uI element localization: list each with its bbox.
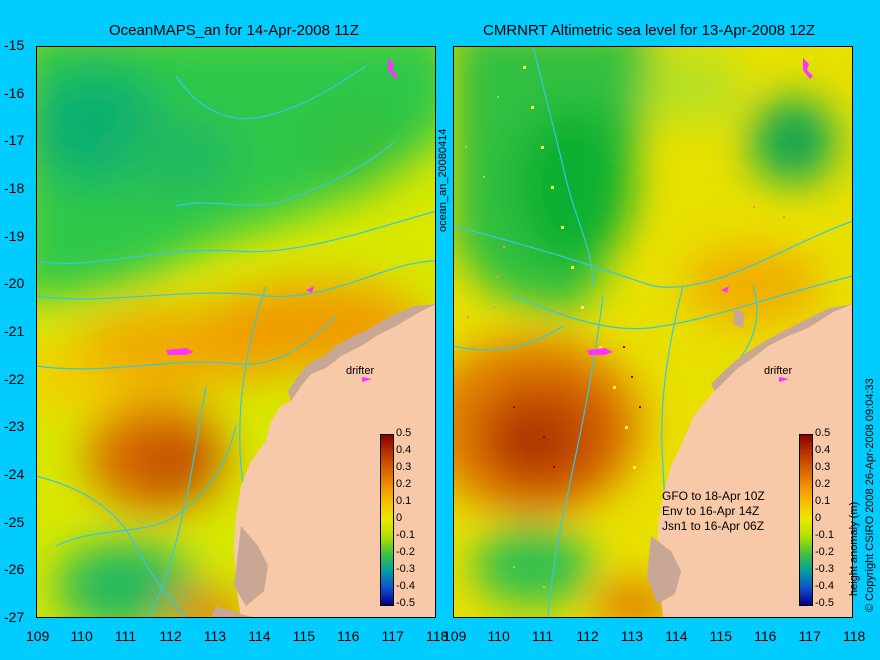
y-tick-label: -27 <box>4 609 25 625</box>
right-eddy-core <box>771 119 815 163</box>
left-panel-title: OceanMAPS_an for 14-Apr-2008 11Z <box>109 22 359 39</box>
altimeter-note: Env to 16-Apr 14Z <box>662 504 760 518</box>
altimeter-note: GFO to 18-Apr 10Z <box>662 489 765 503</box>
colorbar-tick-label: -0.4 <box>815 580 834 592</box>
left-green-c <box>306 106 406 186</box>
colorbar-tick-label: 0.1 <box>815 495 831 507</box>
x-tick-label: 112 <box>159 628 182 644</box>
colorbar-tick-label: -0.2 <box>815 546 834 558</box>
x-tick-label: 113 <box>203 628 227 644</box>
x-tick-label: 115 <box>709 628 732 644</box>
colorbar-tick-label: 0.2 <box>396 478 412 490</box>
y-tick-label: -26 <box>4 561 25 578</box>
run-id-label: ocean_an_20080414 <box>437 128 449 232</box>
left-south-shore <box>211 606 256 618</box>
colorbar-gradient <box>799 434 813 606</box>
y-tick-label: -20 <box>4 275 25 292</box>
colorbar-tick-label: -0.3 <box>815 563 834 575</box>
colorbar-tick-label: 0 <box>396 512 403 524</box>
x-tick-label: 118 <box>426 628 449 644</box>
right-red-core <box>498 411 568 471</box>
right-map-svg <box>453 46 853 618</box>
x-tick-label: 115 <box>292 628 315 644</box>
x-tick-label: 111 <box>114 628 137 644</box>
colorbar-tick-label: 0.5 <box>396 427 412 439</box>
x-tick-label: 109 <box>443 628 467 644</box>
colorbar-tick-label: 0 <box>815 512 822 524</box>
colorbar-axis-label: height anomaly (m) <box>848 501 860 596</box>
right-altimeter-tracks <box>465 66 805 588</box>
colorbar-tick-label: -0.1 <box>396 529 415 541</box>
right-sharkbay-shore <box>647 536 681 604</box>
colorbar-tick-label: 0.4 <box>396 444 412 456</box>
colorbar-tick-label: 0.4 <box>815 444 831 456</box>
x-tick-label: 116 <box>754 628 777 644</box>
x-tick-label: 112 <box>576 628 599 644</box>
copyright-label: © Copyright CSIRO 2008 26-Apr-2008 09:04… <box>864 378 876 612</box>
right-map-panel <box>453 46 853 618</box>
y-tick-label: -19 <box>4 227 25 244</box>
right-drifter-tracks <box>587 58 813 382</box>
right-deep-green-a <box>513 106 633 266</box>
colorbar-tick-label: -0.3 <box>396 563 415 575</box>
y-tick-label: -18 <box>4 180 25 196</box>
left-green-south <box>56 541 196 618</box>
left-deep-green-b <box>116 116 236 196</box>
x-tick-label: 118 <box>843 628 866 644</box>
altimeter-note: Jsn1 to 16-Apr 06Z <box>662 519 765 533</box>
colorbar-tick-label: -0.4 <box>396 580 415 592</box>
left-drifter-tracks <box>166 58 398 382</box>
x-tick-label: 110 <box>487 628 510 644</box>
y-tick-label: -25 <box>4 513 25 530</box>
y-tick-label: -17 <box>4 132 25 149</box>
y-tick-label: -22 <box>4 370 25 387</box>
x-tick-label: 111 <box>531 628 554 644</box>
colorbar-gradient <box>380 434 394 606</box>
y-tick-label: -23 <box>4 418 25 435</box>
x-tick-label: 114 <box>665 628 688 644</box>
colorbar-tick-label: 0.2 <box>815 478 831 490</box>
x-tick-label: 117 <box>381 628 404 644</box>
left-contours <box>36 65 436 618</box>
x-tick-label: 110 <box>70 628 93 644</box>
colorbar-tick-label: 0.5 <box>815 427 831 439</box>
right-lightgreen-a <box>643 46 743 126</box>
x-tick-label: 114 <box>248 628 271 644</box>
colorbar-tick-label: 0.1 <box>396 495 412 507</box>
colorbar-tick-label: -0.5 <box>396 597 415 609</box>
x-tick-label: 117 <box>798 628 821 644</box>
colorbar-tick-label: 0.3 <box>396 461 412 473</box>
right-frame <box>453 46 853 618</box>
left-drifter-label: drifter <box>346 365 375 377</box>
left-map-panel <box>36 46 436 618</box>
x-tick-label: 113 <box>620 628 644 644</box>
right-green-south <box>473 526 593 606</box>
right-drifter-label: drifter <box>764 365 793 377</box>
y-tick-label: -24 <box>4 466 25 482</box>
y-tick-label: -15 <box>4 37 25 53</box>
colorbar-tick-label: 0.3 <box>815 461 831 473</box>
right-contours <box>453 46 853 618</box>
right-panel-title: CMRNRT Altimetric sea level for 13-Apr-2… <box>483 22 816 39</box>
x-tick-label: 109 <box>26 628 50 644</box>
left-sharkbay-shore <box>234 526 268 606</box>
colorbar-tick-label: -0.5 <box>815 597 834 609</box>
left-red-core <box>136 436 216 496</box>
y-tick-label: -21 <box>4 323 25 339</box>
x-tick-label: 116 <box>337 628 360 644</box>
left-frame <box>36 46 436 618</box>
right-island <box>733 308 745 328</box>
colorbar-tick-label: -0.1 <box>815 529 834 541</box>
colorbar-tick-label: -0.2 <box>396 546 415 558</box>
y-tick-label: -16 <box>4 84 25 101</box>
left-map-svg <box>36 46 436 618</box>
